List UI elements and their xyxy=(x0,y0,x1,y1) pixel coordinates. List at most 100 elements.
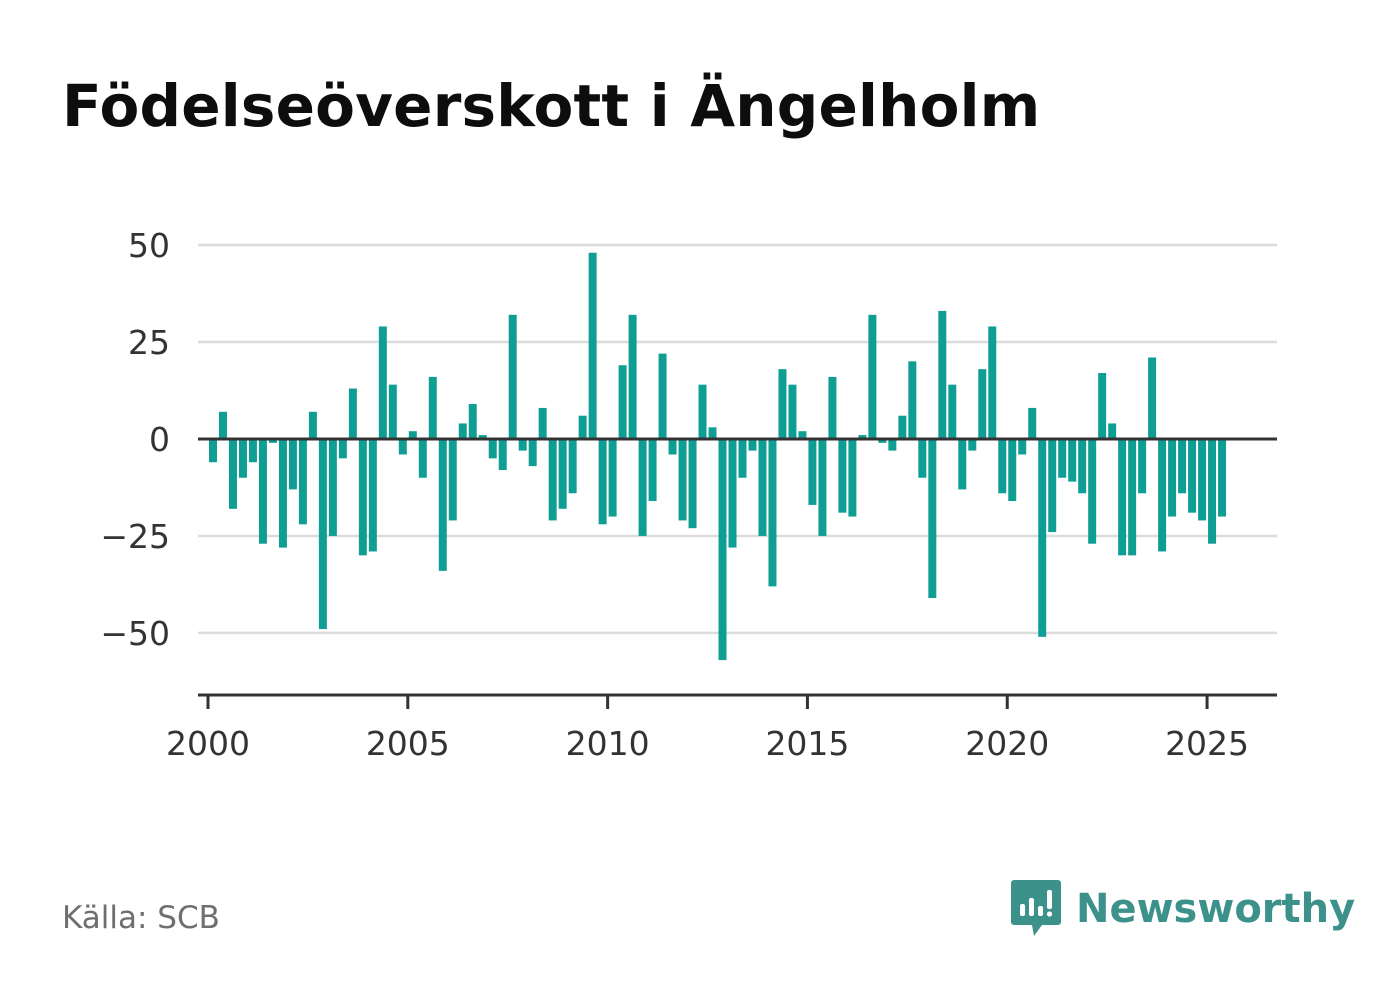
bar xyxy=(1028,407,1037,439)
bar xyxy=(398,438,407,455)
bar xyxy=(248,438,257,463)
bar xyxy=(408,431,417,439)
bar xyxy=(278,438,287,548)
bar xyxy=(358,438,367,556)
source-label: Källa: SCB xyxy=(62,900,220,936)
bar xyxy=(1008,438,1017,502)
newsworthy-logo[interactable]: Newsworthy xyxy=(1010,878,1355,940)
x-tick-label: 2015 xyxy=(765,724,849,763)
bar xyxy=(1048,438,1057,533)
bar xyxy=(328,438,337,536)
bar xyxy=(558,438,567,509)
bar xyxy=(448,438,457,521)
bar xyxy=(1108,423,1117,439)
bar xyxy=(288,438,297,490)
bar xyxy=(508,314,517,439)
bar xyxy=(1138,438,1147,494)
bar xyxy=(768,438,777,587)
x-tick-label: 2010 xyxy=(566,724,650,763)
bar xyxy=(938,310,947,439)
y-tick-label: 25 xyxy=(128,323,170,362)
bar xyxy=(1158,438,1167,552)
bar xyxy=(878,438,887,443)
bar xyxy=(808,438,817,505)
bar xyxy=(208,438,217,463)
bar xyxy=(1098,373,1107,439)
bar xyxy=(1118,438,1127,556)
bar xyxy=(368,438,377,552)
bars xyxy=(208,252,1227,661)
bar xyxy=(438,438,447,571)
bar xyxy=(538,407,547,439)
y-tick-label: −50 xyxy=(100,614,170,653)
bar xyxy=(1068,438,1077,482)
bar xyxy=(298,438,307,525)
bar xyxy=(678,438,687,521)
bar xyxy=(568,438,577,494)
bar xyxy=(1058,438,1067,478)
bar xyxy=(718,438,727,661)
bar xyxy=(698,384,707,439)
y-tick-label: 0 xyxy=(149,420,170,459)
bar xyxy=(468,404,477,439)
bar xyxy=(1188,438,1197,513)
bar xyxy=(458,423,467,439)
bar xyxy=(228,438,237,509)
bar xyxy=(858,435,867,439)
x-axis-ticks: 2000 2005 2010 2015 2020 2025 xyxy=(166,695,1249,763)
bar xyxy=(998,438,1007,494)
bar xyxy=(1038,438,1047,637)
bar xyxy=(988,326,997,439)
x-tick-label: 2020 xyxy=(965,724,1049,763)
grid-lines xyxy=(198,243,1277,635)
bar xyxy=(888,438,897,451)
bar xyxy=(418,438,427,478)
bar xyxy=(818,438,827,536)
bar xyxy=(1168,438,1177,517)
x-tick-label: 2025 xyxy=(1165,724,1249,763)
bar xyxy=(1148,357,1157,439)
bar xyxy=(838,438,847,513)
bar xyxy=(478,435,487,439)
bar xyxy=(498,438,507,470)
bar xyxy=(308,411,317,439)
bar xyxy=(518,438,527,451)
bar xyxy=(578,415,587,439)
bar xyxy=(318,438,327,630)
bar xyxy=(958,438,967,490)
bar xyxy=(628,314,637,439)
bar xyxy=(868,314,877,439)
bar xyxy=(848,438,857,517)
bar xyxy=(588,252,597,439)
bar xyxy=(528,438,537,467)
bar xyxy=(728,438,737,548)
bar xyxy=(688,438,697,529)
bar xyxy=(738,438,747,478)
x-tick-label: 2005 xyxy=(366,724,450,763)
bar xyxy=(908,361,917,439)
bar xyxy=(488,438,497,459)
x-tick-label: 2000 xyxy=(166,724,250,763)
bar xyxy=(548,438,557,521)
bar xyxy=(1088,438,1097,544)
bar xyxy=(788,384,797,439)
bar xyxy=(218,411,227,439)
bar xyxy=(378,326,387,439)
bar xyxy=(708,427,717,439)
y-tick-label: 50 xyxy=(128,226,170,265)
bar xyxy=(918,438,927,478)
bar xyxy=(348,388,357,439)
brand-name: Newsworthy xyxy=(1076,886,1356,932)
bar xyxy=(638,438,647,536)
bar xyxy=(388,384,397,439)
bar xyxy=(338,438,347,459)
bar xyxy=(978,369,987,439)
bar xyxy=(598,438,607,525)
bar xyxy=(1078,438,1087,494)
bar xyxy=(778,369,787,439)
bar xyxy=(668,438,677,455)
newsworthy-logo-icon xyxy=(1011,880,1061,936)
chart-title: Födelseöverskott i Ängelholm xyxy=(62,72,1041,140)
bar xyxy=(968,438,977,451)
bar xyxy=(1178,438,1187,494)
